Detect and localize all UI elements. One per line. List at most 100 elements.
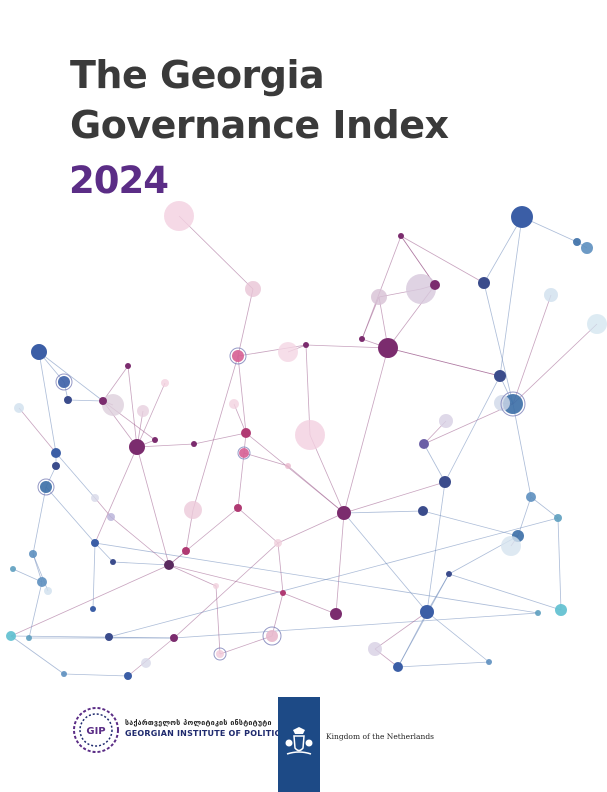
network-node xyxy=(61,671,67,677)
network-node xyxy=(14,403,24,413)
network-node xyxy=(573,238,581,246)
gip-name-english: GEORGIAN INSTITUTE OF POLITICS xyxy=(125,729,287,738)
network-edge xyxy=(38,351,57,454)
network-edge xyxy=(127,365,138,448)
network-edge xyxy=(423,443,446,483)
network-edge xyxy=(343,512,428,613)
network-edge xyxy=(237,288,254,357)
network-node xyxy=(544,288,558,302)
network-edge xyxy=(361,235,402,340)
network-edge xyxy=(168,507,239,566)
network-node xyxy=(285,463,291,469)
network-edge xyxy=(136,382,166,448)
network-node xyxy=(418,506,428,516)
network-edge xyxy=(483,282,514,405)
network-node xyxy=(486,659,492,665)
network-node xyxy=(555,604,567,616)
network-node xyxy=(274,539,282,547)
network-node xyxy=(368,642,382,656)
network-node xyxy=(478,277,490,289)
network-edge xyxy=(237,452,245,509)
network-edge xyxy=(426,611,490,663)
report-title: The Georgia Governance Index xyxy=(70,50,449,150)
network-edges xyxy=(10,215,598,677)
network-node-ring xyxy=(55,373,73,391)
network-node xyxy=(406,274,436,304)
network-node xyxy=(245,281,261,297)
network-edge xyxy=(178,215,254,290)
network-node xyxy=(40,481,52,493)
network-edge xyxy=(112,561,170,566)
network-node xyxy=(129,439,145,455)
network-node xyxy=(581,242,593,254)
network-node xyxy=(371,289,387,305)
network-edge xyxy=(444,375,501,483)
network-node xyxy=(137,405,149,417)
network-edge xyxy=(67,399,104,402)
network-node xyxy=(182,547,190,555)
network-edge xyxy=(219,635,273,655)
network-edge xyxy=(127,637,175,677)
network-edge xyxy=(448,573,562,611)
network-graphic xyxy=(6,201,607,680)
network-node xyxy=(51,448,61,458)
network-node xyxy=(587,314,607,334)
network-node xyxy=(511,206,533,228)
network-node xyxy=(439,414,453,428)
network-edge xyxy=(512,403,532,498)
network-node xyxy=(91,539,99,547)
title-line-1: The Georgia xyxy=(70,53,325,97)
network-edge xyxy=(237,355,247,434)
network-node xyxy=(229,399,239,409)
network-node xyxy=(37,577,47,587)
gip-logo: GIP xyxy=(73,707,119,753)
gip-name: საქართველოს პოლიტიკის ინსტიტუტი GEORGIAN… xyxy=(125,718,287,739)
network-edge xyxy=(45,486,96,544)
network-node xyxy=(6,631,16,641)
network-node xyxy=(535,610,541,616)
network-edge xyxy=(387,347,501,377)
network-node xyxy=(29,550,37,558)
network-edge xyxy=(271,592,284,637)
network-node xyxy=(526,492,536,502)
network-edge xyxy=(12,568,43,583)
network-node xyxy=(124,672,132,680)
network-node xyxy=(170,634,178,642)
network-node xyxy=(99,397,107,405)
network-node xyxy=(232,350,244,362)
network-node-ring xyxy=(213,647,227,661)
network-edge xyxy=(343,481,446,514)
network-node xyxy=(152,437,158,443)
network-edge xyxy=(10,564,170,637)
network-node xyxy=(141,658,151,668)
network-node xyxy=(184,501,202,519)
network-edge xyxy=(426,481,446,613)
network-edge xyxy=(374,611,428,650)
network-node xyxy=(278,342,298,362)
network-node xyxy=(241,428,251,438)
network-node xyxy=(52,462,60,470)
network-edge xyxy=(305,344,389,349)
network-node-ring xyxy=(500,391,526,417)
network-edge xyxy=(110,516,170,566)
network-node xyxy=(420,605,434,619)
network-edge xyxy=(108,517,559,638)
gip-name-georgian: საქართველოს პოლიტიკის ინსტიტუტი xyxy=(125,719,272,727)
network-edge xyxy=(517,496,532,537)
network-edge xyxy=(422,510,519,537)
network-node xyxy=(234,504,242,512)
network-node xyxy=(161,379,169,387)
network-edge xyxy=(557,517,562,611)
network-nodes xyxy=(6,201,607,680)
network-node xyxy=(266,630,278,642)
network-node xyxy=(91,494,99,502)
network-node xyxy=(164,560,174,570)
network-node xyxy=(191,441,197,447)
network-node xyxy=(446,571,452,577)
network-edge xyxy=(512,294,552,405)
network-edge xyxy=(237,507,279,544)
network-node xyxy=(295,420,325,450)
network-node xyxy=(398,233,404,239)
network-edge xyxy=(282,592,337,615)
network-edge xyxy=(397,661,490,668)
